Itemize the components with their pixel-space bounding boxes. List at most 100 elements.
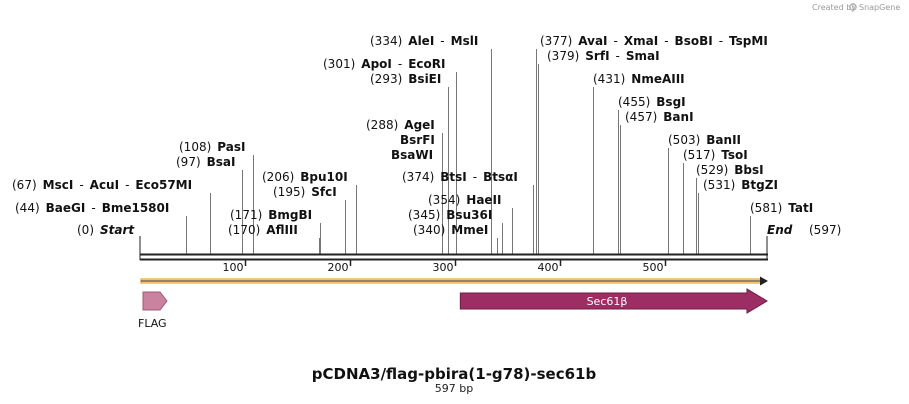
enzyme-position: (171) (230, 208, 268, 222)
enzyme-position: (455) (618, 95, 656, 109)
enzyme-name: BbsI (734, 163, 763, 177)
enzyme-position: (288) (366, 118, 404, 132)
enzyme-label-agei[interactable]: (288) AgeI (366, 118, 435, 132)
orf-arrow[interactable] (140, 276, 768, 286)
enzyme-name: BsrFI (400, 133, 435, 147)
enzyme-name: Bsu36I (446, 208, 492, 222)
enzyme-position: (206) (262, 170, 300, 184)
enzyme-labels: (44) BaeGI - Bme1580I (67) MscI - AcuI - … (12, 34, 813, 237)
enzyme-position: (354) (428, 193, 466, 207)
enzyme-name: SrfI (585, 49, 609, 63)
enzyme-position: (379) (547, 49, 585, 63)
enzyme-name: BmgBI (268, 208, 312, 222)
feature-flag-label: FLAG (138, 317, 167, 330)
enzyme-name: BsgI (656, 95, 685, 109)
enzyme-separator: - (73, 178, 89, 192)
ruler-ticks: 100 200 300 400 500 (223, 259, 667, 274)
enzyme-position: (293) (370, 72, 408, 86)
enzyme-label-bsiei[interactable]: (293) BsiEI (370, 72, 441, 86)
snapgene-logo-icon (849, 3, 857, 11)
enzyme-name: TspMI (729, 34, 768, 48)
enzyme-name: AgeI (404, 118, 434, 132)
credit-brand: SnapGene (859, 3, 900, 12)
ruler-label-300: 300 (433, 261, 454, 274)
enzyme-label-srfi[interactable]: (379) SrfI - SmaI (547, 49, 660, 63)
ruler-label-400: 400 (538, 261, 559, 274)
enzyme-label-alei[interactable]: (334) AleI - MslI (370, 34, 478, 48)
enzyme-name: SmaI (626, 49, 660, 63)
enzyme-position: (195) (273, 185, 311, 199)
enzyme-label-afliii[interactable]: (170) AflIII (228, 223, 298, 237)
enzyme-label-bsgi[interactable]: (455) BsgI (618, 95, 686, 109)
enzyme-separator: - (434, 34, 450, 48)
enzyme-position: (581) (750, 201, 788, 215)
enzyme-position: (108) (179, 140, 217, 154)
ruler-label-200: 200 (328, 261, 349, 274)
enzyme-separator: - (608, 34, 624, 48)
enzyme-label-tsoi[interactable]: (517) TsoI (683, 148, 748, 162)
enzyme-name: BanI (663, 110, 693, 124)
enzyme-name: AcuI (90, 178, 119, 192)
enzyme-name: Eco57MI (135, 178, 192, 192)
enzyme-name: HaeII (466, 193, 501, 207)
enzyme-position: (517) (683, 148, 721, 162)
enzyme-name: MslI (451, 34, 479, 48)
enzyme-name: BaeGI (46, 201, 86, 215)
feature-sec61b[interactable] (459, 288, 768, 314)
end-label: End (767, 223, 793, 237)
enzyme-name: BsaWI (391, 148, 433, 162)
enzyme-label-bmgbi[interactable]: (171) BmgBI (230, 208, 312, 222)
enzyme-label-haeii[interactable]: (354) HaeII (428, 193, 502, 207)
enzyme-position: (67) (12, 178, 43, 192)
enzyme-separator: - (467, 170, 483, 184)
enzyme-label-bsai[interactable]: (97) BsaI (176, 155, 236, 169)
enzyme-label-tati[interactable]: (581) TatI (750, 201, 813, 215)
enzyme-position: (503) (668, 133, 706, 147)
enzyme-position: (340) (413, 223, 451, 237)
enzyme-label-apoi[interactable]: (301) ApoI - EcoRI (323, 57, 445, 71)
enzyme-label-bsawi[interactable]: BsaWI (391, 148, 433, 162)
enzyme-label-bsu36i[interactable]: (345) Bsu36I (408, 208, 492, 222)
start-label: Start (100, 223, 135, 237)
enzyme-name: Bme1580I (102, 201, 170, 215)
enzyme-label-mmei[interactable]: (340) MmeI (413, 223, 488, 237)
credit-created-by: Created by (812, 3, 856, 12)
enzyme-name: BsiEI (408, 72, 441, 86)
enzyme-label-bani[interactable]: (457) BanI (625, 110, 694, 124)
enzyme-label-bbsi[interactable]: (529) BbsI (696, 163, 764, 177)
enzyme-name: MmeI (451, 223, 488, 237)
enzyme-name: MscI (43, 178, 74, 192)
end-position: (597) (809, 223, 841, 237)
enzyme-position: (170) (228, 223, 266, 237)
enzyme-name: BsoBI (675, 34, 713, 48)
enzyme-label-sfci[interactable]: (195) SfcI (273, 185, 337, 199)
start-position: (0) (77, 223, 94, 237)
enzyme-label-banii[interactable]: (503) BanII (668, 133, 741, 147)
ruler-label-100: 100 (223, 261, 244, 274)
enzyme-separator: - (119, 178, 135, 192)
enzyme-name: ApoI (361, 57, 392, 71)
enzyme-position: (334) (370, 34, 408, 48)
enzyme-label-nmeaiii[interactable]: (431) NmeAIII (593, 72, 685, 86)
enzyme-label-msci[interactable]: (67) MscI - AcuI - Eco57MI (12, 178, 192, 192)
enzyme-separator: - (85, 201, 101, 215)
enzyme-position: (457) (625, 110, 663, 124)
enzyme-name: BtsαI (483, 170, 518, 184)
enzyme-label-baegi[interactable]: (44) BaeGI - Bme1580I (15, 201, 169, 215)
enzyme-label-bpu10i[interactable]: (206) Bpu10I (262, 170, 348, 184)
enzyme-name: Bpu10I (300, 170, 347, 184)
feature-flag[interactable] (142, 291, 168, 311)
cut-site-leaders (186, 49, 751, 254)
enzyme-position: (44) (15, 201, 46, 215)
enzyme-name: NmeAIII (631, 72, 684, 86)
enzyme-separator: - (610, 49, 626, 63)
enzyme-label-pasi[interactable]: (108) PasI (179, 140, 245, 154)
enzyme-label-btgzi[interactable]: (531) BtgZI (703, 178, 778, 192)
enzyme-name: TatI (788, 201, 813, 215)
enzyme-name: BsaI (207, 155, 236, 169)
enzyme-label-avai[interactable]: (377) AvaI - XmaI - BsoBI - TspMI (540, 34, 768, 48)
feature-sec61b-label: Sec61β (587, 295, 628, 308)
enzyme-label-btsi[interactable]: (374) BtsI - BtsαI (402, 170, 518, 184)
enzyme-label-bsrfi[interactable]: BsrFI (400, 133, 435, 147)
